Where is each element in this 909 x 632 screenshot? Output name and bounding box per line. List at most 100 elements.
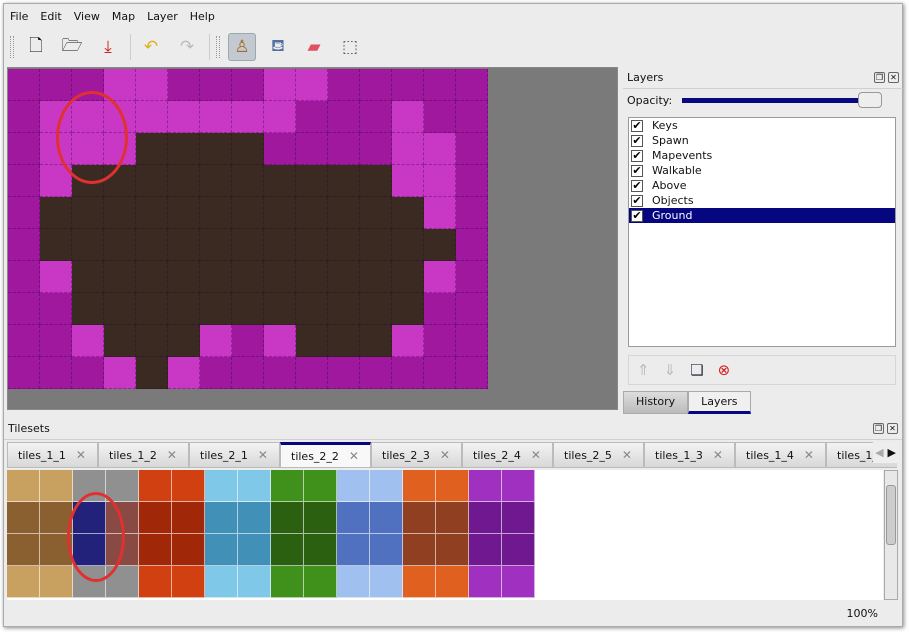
tileset-tile[interactable] [469,470,502,502]
map-tile[interactable] [232,101,264,133]
layer-item[interactable]: ✔ Walkable [629,163,895,178]
layer-visibility-checkbox[interactable]: ✔ [631,133,643,147]
map-tile[interactable] [104,261,136,293]
map-tile[interactable] [232,293,264,325]
map-tile[interactable] [424,293,456,325]
map-tile[interactable] [136,101,168,133]
map-tile[interactable] [72,261,104,293]
tileset-view[interactable] [7,470,883,600]
map-tile[interactable] [360,133,392,165]
map-tile[interactable] [392,325,424,357]
map-tile[interactable] [392,133,424,165]
map-tile[interactable] [296,165,328,197]
map-tile[interactable] [136,325,168,357]
tileset-tile[interactable] [139,470,172,502]
close-tab-icon[interactable]: ✕ [621,448,632,462]
layer-visibility-checkbox[interactable]: ✔ [631,163,643,177]
map-tile[interactable] [168,293,200,325]
tileset-tile[interactable] [139,534,172,566]
map-tile[interactable] [456,133,488,165]
map-tile[interactable] [8,101,40,133]
tileset-tile[interactable] [502,534,535,566]
new-document-icon[interactable]: 🗋 [29,35,43,56]
layer-item[interactable]: ✔ Ground [629,208,895,223]
tileset-tile[interactable] [436,502,469,534]
map-tile[interactable] [296,325,328,357]
map-tile[interactable] [136,293,168,325]
close-tab-icon[interactable]: ✕ [803,448,814,462]
map-tile[interactable] [232,165,264,197]
map-tile[interactable] [8,325,40,357]
map-tile[interactable] [392,229,424,261]
close-tab-icon[interactable]: ✕ [530,448,541,462]
map-tile[interactable] [8,261,40,293]
map-tile[interactable] [264,261,296,293]
tileset-tile[interactable] [238,566,271,598]
map-tile[interactable] [392,357,424,389]
map-tile[interactable] [168,261,200,293]
map-tile[interactable] [328,69,360,101]
tileset-tile[interactable] [502,566,535,598]
map-tile[interactable] [200,101,232,133]
map-tile[interactable] [392,261,424,293]
tileset-tile[interactable] [205,502,238,534]
tileset-tile[interactable] [40,566,73,598]
tab-scroll-left-icon[interactable]: ◀ [875,446,884,459]
map-tile[interactable] [168,197,200,229]
map-tile[interactable] [264,229,296,261]
tileset-tile[interactable] [469,566,502,598]
map-tile[interactable] [360,197,392,229]
map-tile[interactable] [200,357,232,389]
map-tile[interactable] [200,229,232,261]
tileset-tab[interactable]: tiles_2_2 ✕ [280,442,371,468]
layer-item[interactable]: ✔ Objects [629,193,895,208]
map-tile[interactable] [136,133,168,165]
map-tile[interactable] [392,165,424,197]
tab-layers[interactable]: Layers [688,391,751,414]
tileset-tab[interactable]: tiles_1_3 ✕ [644,442,735,468]
map-tile[interactable] [456,229,488,261]
save-icon[interactable]: ⤓ [104,37,112,57]
tileset-tile[interactable] [40,470,73,502]
map-tile[interactable] [200,325,232,357]
toolbar-grip[interactable] [10,36,14,58]
close-tab-icon[interactable]: ✕ [348,449,359,463]
tileset-tile[interactable] [304,566,337,598]
map-tile[interactable] [104,229,136,261]
layer-item[interactable]: ✔ Keys [629,118,895,133]
map-tile[interactable] [8,69,40,101]
map-tile[interactable] [456,101,488,133]
map-tile[interactable] [264,133,296,165]
tileset-tile[interactable] [271,566,304,598]
map-tile[interactable] [424,133,456,165]
redo-icon[interactable]: ↷ [179,37,195,57]
map-tile[interactable] [424,261,456,293]
close-tab-icon[interactable]: ✕ [439,448,450,462]
map-tile[interactable] [296,69,328,101]
tileset-tile[interactable] [370,502,403,534]
lower-layer-icon[interactable]: ⇓ [663,361,677,379]
menu-edit[interactable]: Edit [40,9,62,23]
map-tile[interactable] [8,357,40,389]
map-tile[interactable] [40,325,72,357]
tileset-tile[interactable] [304,470,337,502]
map-tile[interactable] [8,229,40,261]
tileset-tile[interactable] [403,502,436,534]
tileset-tile[interactable] [238,502,271,534]
layer-visibility-checkbox[interactable]: ✔ [631,193,643,207]
map-tile[interactable] [200,133,232,165]
rect-select-icon[interactable]: ⬚ [341,37,359,57]
map-canvas[interactable] [7,67,618,410]
tileset-tile[interactable] [7,502,40,534]
tileset-tile[interactable] [7,534,40,566]
open-folder-icon[interactable]: 🗁 [61,35,83,56]
map-tile[interactable] [264,165,296,197]
map-tile[interactable] [104,293,136,325]
map-tile[interactable] [200,261,232,293]
map-tile[interactable] [392,69,424,101]
close-tab-icon[interactable]: ✕ [712,448,723,462]
tileset-tile[interactable] [436,566,469,598]
map-tile[interactable] [104,197,136,229]
menu-map[interactable]: Map [111,9,136,23]
map-tile[interactable] [328,293,360,325]
